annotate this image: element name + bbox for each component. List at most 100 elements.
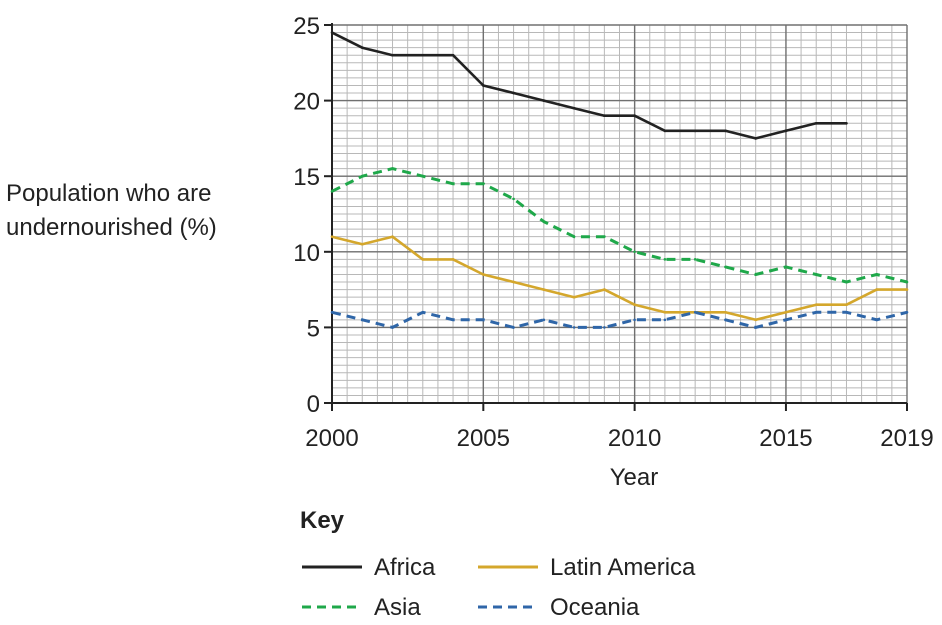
- data-point-africa: [391, 53, 394, 57]
- data-point-latin-america: [814, 303, 818, 307]
- data-point-africa: [663, 129, 667, 133]
- data-point-africa: [814, 121, 818, 125]
- legend-label-latin-america: Latin America: [550, 554, 696, 581]
- data-point-oceania: [512, 326, 515, 329]
- data-point-oceania: [542, 318, 546, 322]
- y-axis-label-line-1: Population who are: [6, 180, 211, 207]
- y-tick-label: 20: [293, 89, 320, 116]
- data-point-asia: [784, 265, 788, 269]
- data-point-africa: [421, 53, 425, 57]
- data-point-africa: [603, 114, 606, 118]
- data-point-africa: [512, 91, 515, 95]
- data-point-africa: [693, 129, 697, 133]
- data-point-asia: [360, 174, 364, 178]
- data-point-africa: [633, 114, 636, 118]
- data-point-oceania: [784, 318, 788, 322]
- series-line-latin-america: [331, 235, 907, 322]
- legend-label-asia: Asia: [374, 594, 421, 621]
- data-point-africa: [542, 99, 546, 102]
- data-point-oceania: [814, 310, 818, 314]
- data-point-africa: [330, 31, 334, 34]
- data-point-latin-america: [905, 288, 909, 291]
- data-point-asia: [663, 258, 667, 261]
- data-point-oceania: [845, 310, 848, 314]
- axes: [324, 23, 908, 411]
- data-point-latin-america: [663, 310, 667, 314]
- data-point-latin-america: [421, 258, 425, 261]
- data-point-oceania: [633, 318, 636, 322]
- data-point-latin-america: [633, 303, 636, 307]
- legend-label-oceania: Oceania: [550, 594, 640, 621]
- y-axis-label-line-2: undernourished (%): [6, 214, 217, 241]
- major-grid: [332, 24, 908, 403]
- y-tick-label: 5: [307, 315, 320, 342]
- data-point-oceania: [391, 326, 394, 329]
- y-tick-label: 10: [293, 240, 320, 267]
- data-point-oceania: [875, 318, 879, 322]
- data-point-oceania: [603, 326, 606, 329]
- x-axis-label: Year: [610, 464, 659, 491]
- data-point-latin-america: [512, 280, 515, 284]
- data-point-asia: [905, 280, 909, 284]
- data-point-latin-america: [875, 288, 879, 291]
- x-tick-label: 2015: [759, 425, 812, 452]
- y-tick-label: 15: [293, 164, 320, 191]
- data-point-asia: [542, 220, 546, 223]
- data-point-asia: [391, 167, 394, 170]
- legend-label-africa: Africa: [374, 554, 436, 581]
- tick-labels: 0 5 10 15 20 25 2000 2005 2010 2015 2019: [293, 13, 933, 452]
- x-tick-label: 2010: [608, 425, 661, 452]
- y-tick-label: 0: [307, 391, 320, 418]
- data-point-asia: [845, 280, 848, 284]
- data-point-africa: [754, 137, 757, 140]
- data-point-oceania: [572, 326, 576, 329]
- data-point-asia: [633, 250, 636, 254]
- data-point-africa: [572, 106, 576, 110]
- data-point-oceania: [482, 318, 485, 322]
- data-point-asia: [693, 258, 697, 261]
- data-point-latin-america: [603, 288, 606, 291]
- data-point-latin-america: [482, 273, 485, 276]
- data-point-oceania: [451, 318, 455, 322]
- data-point-asia: [421, 174, 425, 178]
- data-point-oceania: [663, 318, 667, 322]
- data-point-latin-america: [542, 288, 546, 291]
- data-point-latin-america: [391, 235, 394, 238]
- data-point-asia: [512, 197, 515, 201]
- data-point-asia: [875, 273, 879, 276]
- data-point-latin-america: [451, 258, 455, 261]
- y-tick-label: 25: [293, 13, 320, 40]
- x-tick-label: 2019: [880, 425, 933, 452]
- data-point-asia: [330, 190, 334, 193]
- data-point-latin-america: [754, 318, 757, 322]
- data-point-latin-america: [724, 310, 727, 314]
- data-series: [330, 31, 909, 329]
- data-point-africa: [724, 129, 727, 133]
- data-point-africa: [360, 46, 364, 49]
- data-point-latin-america: [330, 235, 334, 238]
- legend-title: Key: [300, 507, 345, 534]
- data-point-africa: [451, 53, 455, 57]
- data-point-latin-america: [572, 295, 576, 299]
- data-point-asia: [451, 182, 455, 186]
- data-point-oceania: [360, 318, 364, 322]
- data-point-africa: [482, 84, 485, 87]
- data-point-africa: [784, 129, 788, 133]
- data-point-oceania: [754, 326, 757, 329]
- data-point-africa: [845, 121, 848, 125]
- data-point-oceania: [421, 310, 425, 314]
- x-tick-label: 2005: [457, 425, 510, 452]
- x-tick-label: 2000: [305, 425, 358, 452]
- data-point-oceania: [724, 318, 727, 322]
- data-point-oceania: [330, 310, 334, 314]
- data-point-asia: [814, 273, 818, 276]
- minor-grid: [332, 25, 907, 403]
- data-point-asia: [724, 265, 727, 269]
- data-point-asia: [754, 273, 757, 276]
- data-point-latin-america: [845, 303, 848, 307]
- data-point-asia: [572, 235, 576, 238]
- data-point-latin-america: [360, 242, 364, 246]
- legend: Key Africa Latin America Asia Oceania: [300, 507, 696, 621]
- series-line-africa: [331, 31, 847, 140]
